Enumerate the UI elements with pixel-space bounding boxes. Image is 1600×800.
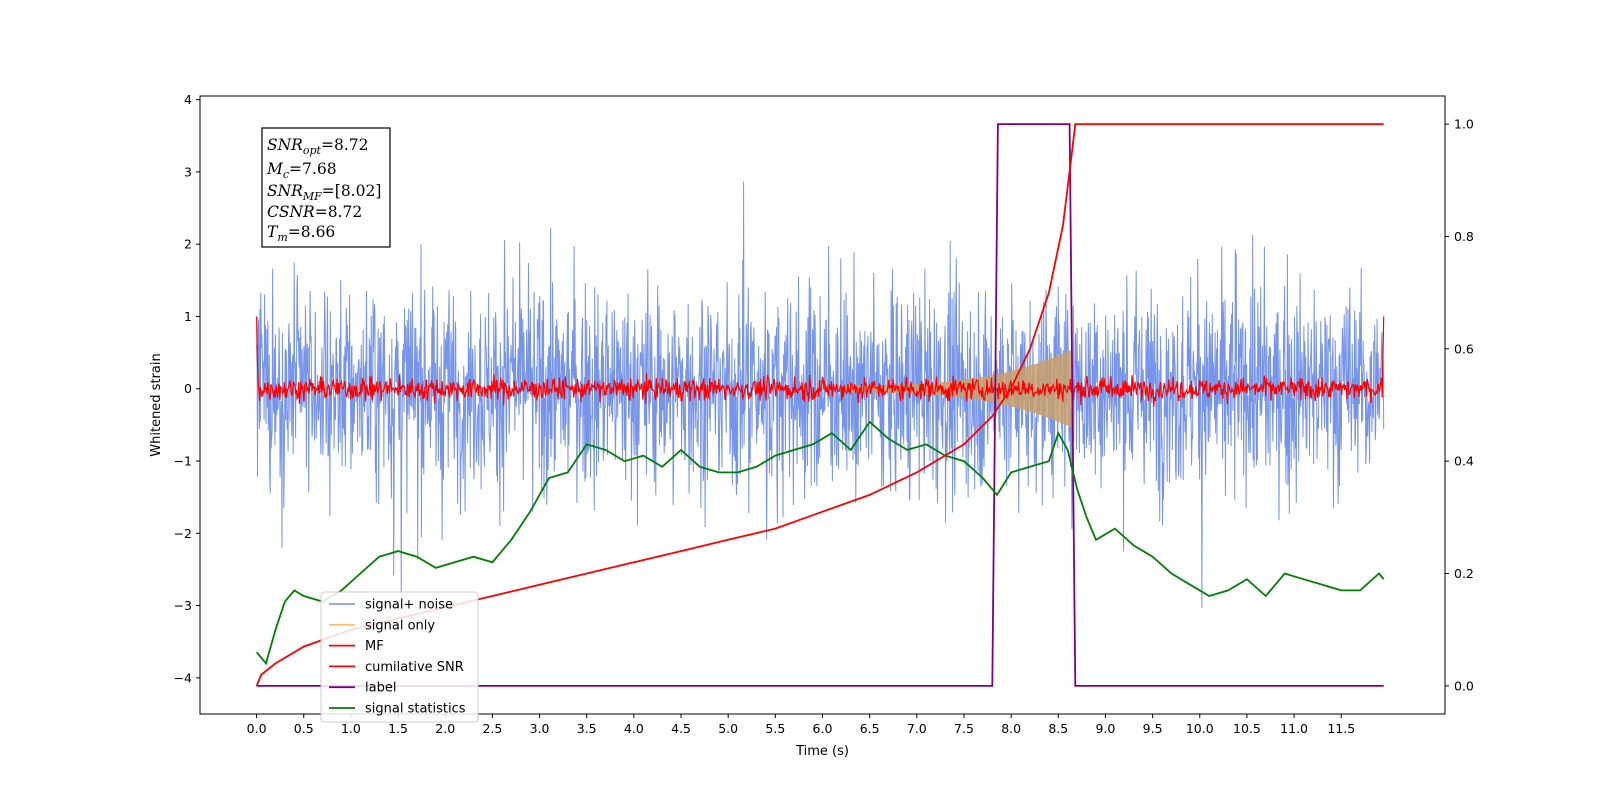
x-tick-label: 6.5 xyxy=(860,721,880,736)
legend-label: MF xyxy=(365,639,384,654)
legend-frame xyxy=(320,591,479,723)
info-box: SNRopt=8.72 Mc=7.68 SNRMF=[8.02] CSNR=8.… xyxy=(261,127,391,248)
label-line xyxy=(256,123,1384,687)
legend-label: signal statistics xyxy=(365,702,466,717)
x-tick-label: 1.0 xyxy=(341,721,361,736)
legend: signal+ noise signal only MF cumilative SNR… xyxy=(320,591,479,723)
x-axis-ticks: 0.0 0.5 1.0 1.5 2.0 2.5 3.0 3.5 4.0 4.5 5.0 5.5 6.0 6… xyxy=(247,714,1355,736)
x-tick-label: 5.0 xyxy=(718,721,738,736)
x-tick-label: 8.5 xyxy=(1048,721,1068,736)
y-tick-label: −1 xyxy=(174,454,192,469)
legend-label: cumilative SNR xyxy=(365,660,464,675)
y-tick-label: −2 xyxy=(174,526,192,541)
x-tick-label: 8.0 xyxy=(1001,721,1021,736)
info-snr-mf: SNRMF=[8.02] xyxy=(267,182,381,203)
y-tick-label: 4 xyxy=(184,92,192,107)
y-tick-label: 2 xyxy=(184,237,192,252)
y2-tick-label: 0.4 xyxy=(1454,454,1474,469)
x-tick-label: 10.0 xyxy=(1186,721,1214,736)
info-csnr: CSNR=8.72 xyxy=(267,203,362,221)
y2-tick-label: 0.0 xyxy=(1454,678,1474,693)
y2-tick-label: 0.6 xyxy=(1454,341,1474,356)
x-tick-label: 9.0 xyxy=(1096,721,1116,736)
x-tick-label: 10.5 xyxy=(1233,721,1261,736)
y2-axis-ticks: 1.0 0.8 0.6 0.4 0.2 0.0 xyxy=(1445,117,1474,693)
y-axis-label: Whitened strain xyxy=(149,353,164,456)
legend-label: label xyxy=(365,681,396,696)
info-snr-opt-value: 8.72 xyxy=(334,136,369,154)
x-tick-label: 9.5 xyxy=(1143,721,1163,736)
info-mc: Mc=7.68 xyxy=(266,160,337,181)
y-tick-label: 3 xyxy=(184,164,192,179)
x-tick-label: 2.0 xyxy=(435,721,455,736)
y2-tick-label: 0.2 xyxy=(1454,566,1474,581)
x-tick-label: 4.5 xyxy=(671,721,691,736)
x-tick-label: 11.0 xyxy=(1280,721,1308,736)
info-tm: Tm=8.66 xyxy=(267,223,335,244)
x-tick-label: 7.0 xyxy=(907,721,927,736)
y-tick-label: −4 xyxy=(174,670,192,685)
y-tick-label: −3 xyxy=(174,598,192,613)
signal-plus-noise-line xyxy=(256,181,1385,609)
legend-label: signal only xyxy=(365,618,435,633)
info-mc-value: 7.68 xyxy=(302,160,337,178)
y2-tick-label: 0.8 xyxy=(1454,229,1474,244)
y2-tick-label: 1.0 xyxy=(1454,117,1474,132)
info-snr-mf-value: [8.02] xyxy=(335,182,382,200)
x-tick-label: 3.0 xyxy=(530,721,550,736)
x-tick-label: 11.5 xyxy=(1327,721,1355,736)
x-tick-label: 5.5 xyxy=(765,721,785,736)
x-tick-label: 7.5 xyxy=(954,721,974,736)
y-tick-label: 1 xyxy=(184,309,192,324)
info-csnr-value: 8.72 xyxy=(328,203,363,221)
y-axis-ticks: 4 3 2 1 0 −1 −2 −3 −4 xyxy=(174,92,200,685)
x-tick-label: 0.5 xyxy=(294,721,314,736)
x-tick-label: 4.0 xyxy=(624,721,644,736)
y-tick-label: 0 xyxy=(184,381,192,396)
x-tick-label: 1.5 xyxy=(388,721,408,736)
info-snr-opt: SNRopt=8.72 xyxy=(267,136,368,157)
x-tick-label: 0.0 xyxy=(247,721,267,736)
plot-area xyxy=(255,123,1385,687)
signal-statistics-line xyxy=(255,420,1385,666)
info-tm-value: 8.66 xyxy=(301,223,336,241)
mf-line xyxy=(256,316,1385,407)
x-axis-label: Time (s) xyxy=(795,744,849,759)
x-tick-label: 2.5 xyxy=(482,721,502,736)
legend-label: signal+ noise xyxy=(365,598,453,613)
info-box-frame xyxy=(261,127,391,248)
x-tick-label: 3.5 xyxy=(577,721,597,736)
x-tick-label: 6.0 xyxy=(813,721,833,736)
